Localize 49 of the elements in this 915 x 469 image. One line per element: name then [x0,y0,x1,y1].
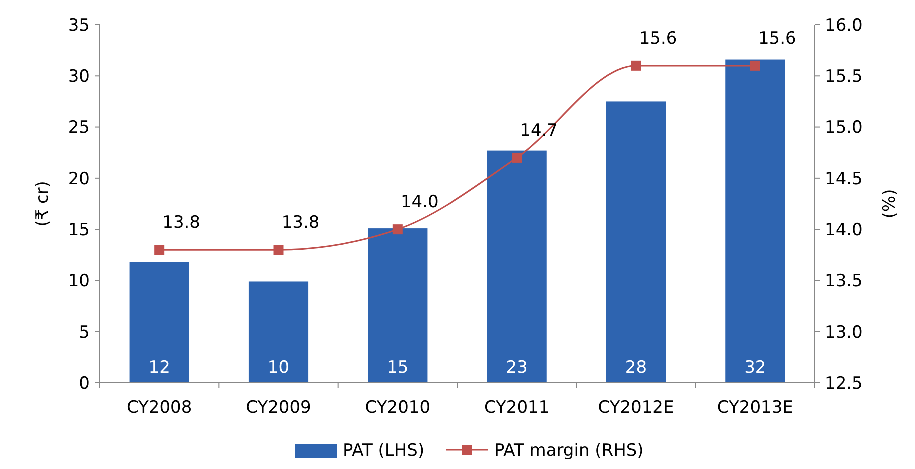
y2-tick-label: 12.5 [825,374,863,394]
y2-tick-label: 13.0 [825,322,863,343]
y2-tick-label: 14.0 [825,220,863,241]
y2-tick-label: 16.0 [825,16,863,36]
point [631,60,642,71]
data-label: 13.8 [162,213,201,234]
data-label: 10 [268,358,290,378]
y2-axis-title: (%) [880,189,900,219]
x-tick-label: CY2011 [484,398,550,418]
point [154,245,165,256]
x-tick-label: CY2009 [246,398,312,418]
bar [606,102,666,383]
data-label: 32 [744,358,766,378]
y2-tick-label: 15.5 [825,67,863,88]
y-tick-label: 25 [68,118,90,138]
bar [248,282,309,383]
y-tick-label: 10 [68,272,90,292]
y2-tick-label: 15.0 [825,118,863,138]
bar [726,60,786,383]
point [750,60,760,71]
point [512,152,522,163]
point [392,224,403,235]
y-axis-title: (₹ cr) [33,181,53,227]
legend-label: PAT margin (RHS) [494,440,644,461]
data-label: 15 [387,358,409,378]
data-label: 12 [148,358,170,378]
y-tick-label: 30 [68,67,90,88]
data-label: 15.6 [758,28,796,49]
data-label: 13.8 [282,213,320,234]
y-tick-label: 5 [79,322,90,343]
data-label: 14.0 [400,192,439,213]
y2-tick-label: 14.5 [825,169,863,190]
x-tick-label: CY2013E [717,398,794,418]
x-tick-label: CY2012E [598,398,674,418]
data-label: 15.6 [639,28,678,49]
data-label: 23 [506,358,528,378]
y-tick-label: 20 [68,169,90,190]
y-tick-label: 0 [79,374,90,394]
x-tick-label: CY2010 [365,398,431,418]
bar [130,262,190,383]
point [274,245,284,256]
x-tick-label: CY2008 [126,398,192,418]
y-tick-label: 35 [68,16,90,36]
bar [368,228,428,383]
y-tick-label: 15 [68,220,90,241]
legend-label: PAT (LHS) [343,440,425,461]
y2-tick-label: 13.5 [825,272,863,292]
bar [487,150,547,383]
data-label: 28 [625,358,648,378]
